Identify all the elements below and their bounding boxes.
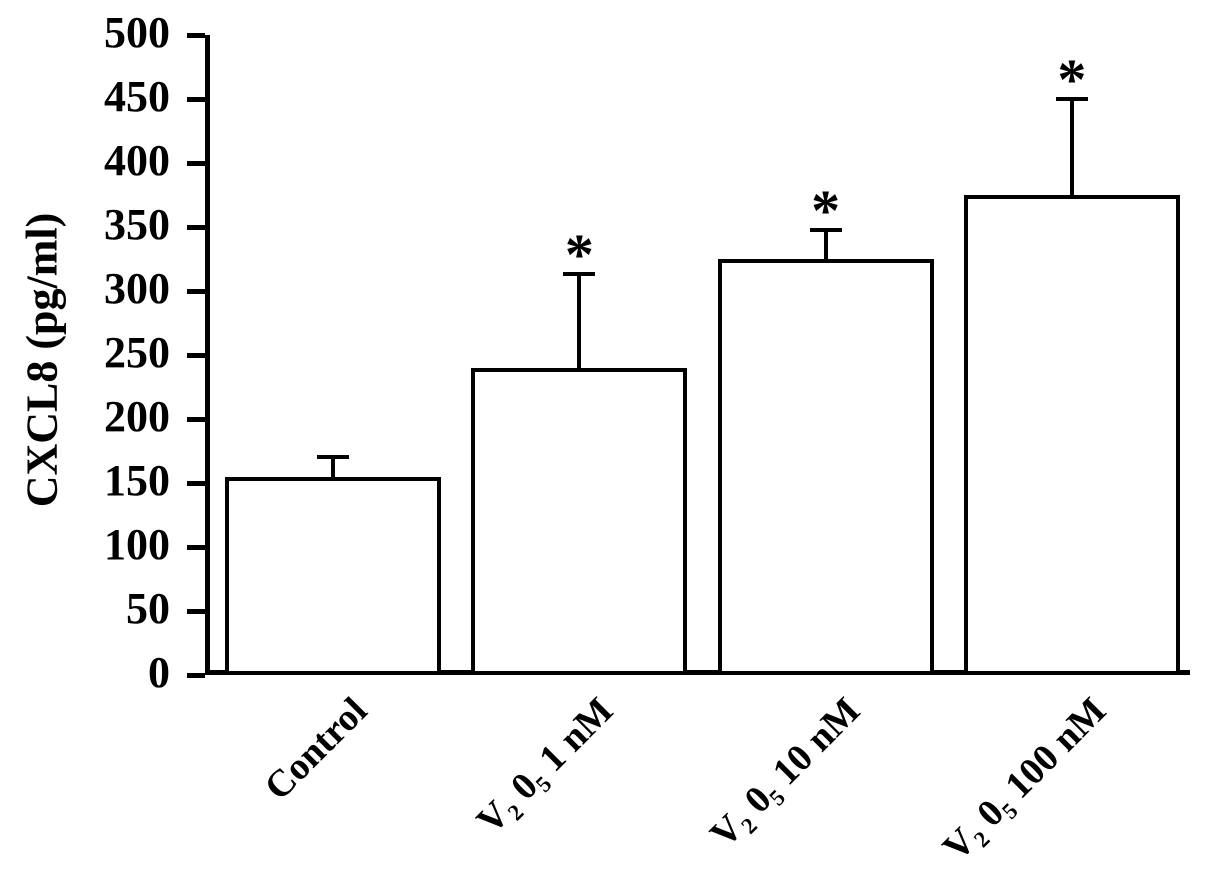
y-axis-tick	[187, 416, 205, 422]
error-bar-line	[331, 457, 336, 477]
bar	[717, 259, 934, 675]
y-tick-label: 250	[104, 328, 170, 377]
y-axis-tick	[187, 672, 205, 678]
y-axis-tick	[187, 352, 205, 358]
y-tick-label: 50	[126, 584, 170, 633]
error-bar-cap	[563, 272, 596, 277]
y-axis-tick	[187, 544, 205, 550]
y-tick-label: 500	[104, 8, 170, 57]
plot-area: 0 50 100 150 200 250 300 350 400 450 500 Control * V₂…	[104, 11, 1190, 869]
bar	[963, 195, 1180, 675]
error-bar-cap	[317, 455, 350, 460]
significance-asterisk: *	[811, 177, 841, 243]
error-bar-line	[823, 229, 828, 259]
y-axis-tick	[187, 608, 205, 614]
y-axis-tick	[187, 32, 205, 38]
x-tick-label: V₂ 0₅ 100 nM	[934, 689, 1115, 870]
y-tick-label: 400	[104, 136, 170, 185]
error-bar-line	[1069, 99, 1074, 195]
significance-asterisk: *	[564, 222, 594, 288]
error-bar-cap	[1055, 97, 1088, 101]
y-tick-label: 150	[104, 456, 170, 505]
y-tick-label: 350	[104, 200, 170, 249]
error-bar-line	[577, 274, 582, 368]
x-tick-label: V₂ 0₅ 1 nM	[469, 689, 622, 843]
bar	[225, 476, 442, 675]
x-tick-label: V₂ 0₅ 10 nM	[701, 689, 868, 856]
y-axis-tick	[187, 480, 205, 486]
x-tick-label: Control	[256, 689, 376, 809]
y-axis-tick	[187, 96, 205, 102]
y-tick-label: 200	[104, 392, 170, 441]
significance-asterisk: *	[1057, 47, 1087, 112]
y-axis-tick	[187, 160, 205, 166]
error-bar-cap	[809, 227, 842, 232]
y-tick-label: 450	[104, 72, 170, 121]
y-tick-label: 100	[104, 520, 170, 569]
bar	[471, 367, 688, 675]
y-axis-tick	[187, 224, 205, 230]
y-axis-tick	[187, 288, 205, 294]
y-tick-label: 300	[104, 264, 170, 313]
y-tick-label: 0	[148, 648, 170, 697]
